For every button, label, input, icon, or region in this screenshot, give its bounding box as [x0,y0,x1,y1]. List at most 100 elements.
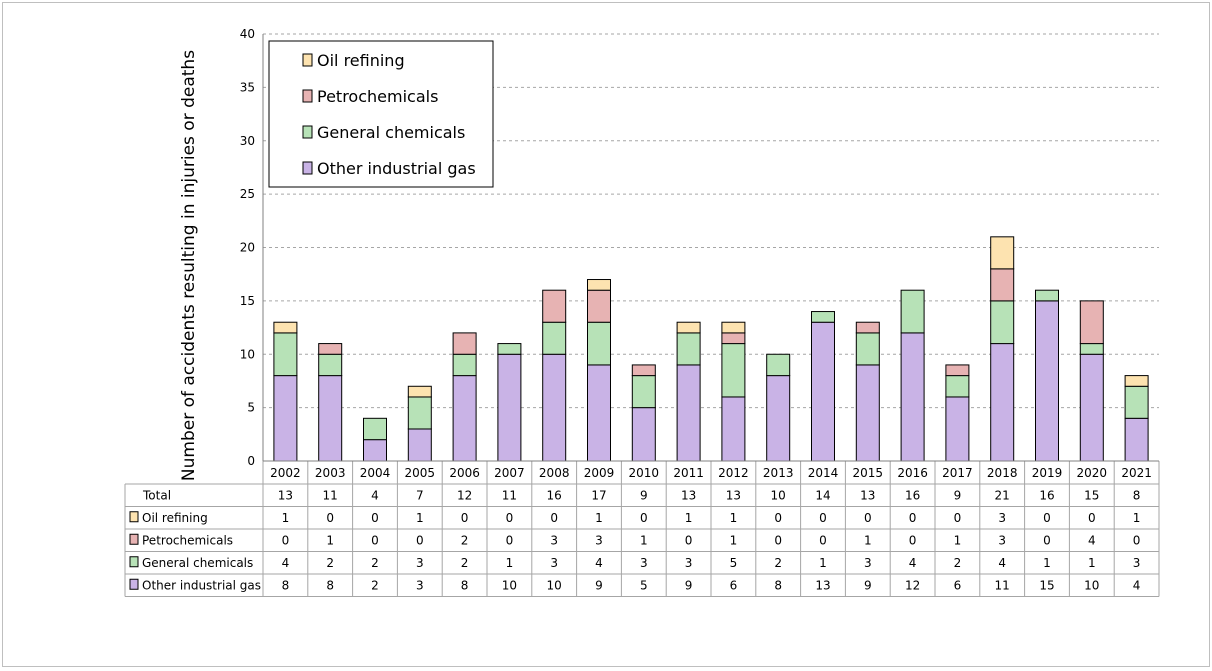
table-cell-general-chemicals-2018: 4 [998,556,1006,570]
table-cell-general-chemicals-2002: 4 [282,556,290,570]
table-cell-general-chemicals-2009: 4 [595,556,603,570]
table-cell-general-chemicals-2011: 3 [685,556,693,570]
bar-2017-other-industrial-gas [945,396,970,462]
bar-2020-general-chemicals [1079,343,1104,355]
table-cell-total-2004: 4 [371,488,379,502]
table-key-oil-refining [129,511,139,523]
bar-2018-oil-refining [990,236,1015,270]
bar-2003-general-chemicals [318,353,343,377]
bar-2018-general-chemicals [990,300,1015,345]
table-cell-general-chemicals-2004: 2 [371,556,379,570]
bar-2014-other-industrial-gas [811,321,835,462]
bar-2006-petrochemicals [452,332,477,355]
x-tick-label-2004: 2004 [360,466,391,480]
legend-swatch-oil-refining [302,53,313,67]
bar-2009-petrochemicals [587,289,611,323]
table-key-petrochemicals [129,533,139,545]
bar-2012-oil-refining [721,321,746,334]
table-cell-total-2009: 17 [591,488,606,502]
table-cell-petrochemicals-2011: 0 [685,533,693,547]
table-cell-other-industrial-gas-2007: 10 [502,578,517,592]
x-tick-label-2008: 2008 [539,466,570,480]
table-cell-oil-refining-2015: 0 [864,511,872,525]
x-tick-label-2020: 2020 [1077,466,1108,480]
table-cell-petrochemicals-2002: 0 [282,533,290,547]
table-cell-oil-refining-2003: 0 [326,511,334,525]
bar-2007-other-industrial-gas [497,353,522,462]
table-cell-other-industrial-gas-2016: 12 [905,578,920,592]
table-cell-other-industrial-gas-2018: 11 [995,578,1010,592]
y-tick-label-15: 15 [240,294,255,308]
x-tick-label-2007: 2007 [494,466,525,480]
table-cell-total-2011: 13 [681,488,696,502]
bar-2012-general-chemicals [721,343,746,398]
y-tick-label-10: 10 [240,347,255,361]
table-cell-total-2017: 9 [954,488,962,502]
table-cell-oil-refining-2009: 1 [595,511,603,525]
bar-2015-general-chemicals [855,332,880,366]
table-cell-petrochemicals-2006: 2 [461,533,469,547]
table-cell-total-2020: 15 [1084,488,1099,502]
table-cell-total-2015: 13 [860,488,875,502]
x-tick-label-2009: 2009 [584,466,615,480]
bar-2016-general-chemicals [900,289,925,334]
table-cell-general-chemicals-2003: 2 [326,556,334,570]
x-tick-label-2002: 2002 [270,466,301,480]
y-tick-label-30: 30 [240,134,255,148]
table-cell-oil-refining-2020: 0 [1088,511,1096,525]
table-cell-oil-refining-2008: 0 [550,511,558,525]
y-tick-label-35: 35 [240,80,255,94]
table-cell-total-2013: 10 [771,488,786,502]
bar-2016-other-industrial-gas [900,332,925,462]
table-cell-petrochemicals-2018: 3 [998,533,1006,547]
table-cell-other-industrial-gas-2021: 4 [1133,578,1141,592]
table-cell-total-2016: 16 [905,488,920,502]
table-cell-oil-refining-2016: 0 [909,511,917,525]
legend-swatch-petrochemicals [302,89,313,103]
bar-2007-general-chemicals [497,343,522,355]
bar-2005-general-chemicals [407,396,432,430]
x-tick-label-2016: 2016 [897,466,928,480]
table-cell-other-industrial-gas-2013: 8 [774,578,782,592]
table-cell-other-industrial-gas-2006: 8 [461,578,469,592]
bar-2013-general-chemicals [766,353,791,377]
table-cell-oil-refining-2018: 3 [998,511,1006,525]
bar-2005-oil-refining [407,385,432,398]
legend-label-petrochemicals: Petrochemicals [317,87,438,106]
table-cell-oil-refining-2021: 1 [1133,511,1141,525]
table-cell-petrochemicals-2007: 0 [506,533,514,547]
bar-2011-general-chemicals [676,332,701,366]
table-cell-other-industrial-gas-2017: 6 [954,578,962,592]
table-cell-other-industrial-gas-2010: 5 [640,578,648,592]
bar-2010-petrochemicals [631,364,656,377]
table-cell-petrochemicals-2013: 0 [774,533,782,547]
table-row-label-total: Total [142,488,171,502]
table-cell-general-chemicals-2019: 1 [1043,556,1051,570]
table-cell-petrochemicals-2021: 0 [1133,533,1141,547]
table-cell-petrochemicals-2015: 1 [864,533,872,547]
table-cell-general-chemicals-2017: 2 [954,556,962,570]
x-tick-label-2019: 2019 [1032,466,1063,480]
table-cell-petrochemicals-2016: 0 [909,533,917,547]
bar-2010-other-industrial-gas [631,407,656,462]
table-cell-other-industrial-gas-2014: 13 [815,578,830,592]
bar-2019-other-industrial-gas [1035,300,1059,462]
bar-2015-other-industrial-gas [855,364,880,462]
table-cell-total-2019: 16 [1039,488,1054,502]
table-cell-oil-refining-2019: 0 [1043,511,1051,525]
table-cell-other-industrial-gas-2004: 2 [371,578,379,592]
table-cell-total-2006: 12 [457,488,472,502]
table-row-label-oil-refining: Oil refining [142,511,208,525]
table-cell-oil-refining-2004: 0 [371,511,379,525]
table-cell-total-2018: 21 [995,488,1010,502]
bar-2009-general-chemicals [587,321,611,366]
table-cell-petrochemicals-2012: 1 [730,533,738,547]
bar-2012-other-industrial-gas [721,396,746,462]
legend-swatch-general-chemicals [302,125,313,139]
table-cell-total-2021: 8 [1133,488,1141,502]
bar-2021-oil-refining [1124,375,1149,387]
x-tick-label-2013: 2013 [763,466,794,480]
table-cell-oil-refining-2005: 1 [416,511,424,525]
table-cell-general-chemicals-2012: 5 [730,556,738,570]
x-tick-label-2003: 2003 [315,466,346,480]
